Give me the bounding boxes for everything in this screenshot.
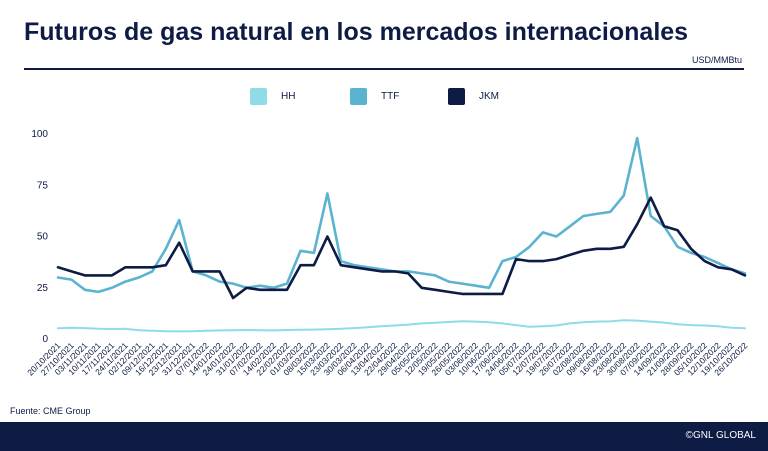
legend-item-ttf: TTF bbox=[350, 88, 399, 105]
legend-item-jkm: JKM bbox=[448, 88, 499, 105]
unit-label: USD/MMBtu bbox=[691, 55, 742, 65]
y-tick-label: 0 bbox=[42, 334, 48, 345]
legend-label-jkm: JKM bbox=[479, 91, 499, 102]
legend-label-hh: HH bbox=[281, 91, 296, 102]
title-divider bbox=[24, 68, 744, 70]
legend-swatch-jkm bbox=[448, 88, 465, 105]
footer-bar: ©GNL GLOBAL bbox=[0, 422, 768, 451]
brand-label: ©GNL GLOBAL bbox=[685, 430, 756, 441]
legend-swatch-hh bbox=[250, 88, 267, 105]
chart-title: Futuros de gas natural en los mercados i… bbox=[24, 18, 689, 46]
legend-swatch-ttf bbox=[350, 88, 367, 105]
legend-item-hh: HH bbox=[250, 88, 295, 105]
y-tick-label: 25 bbox=[37, 283, 49, 294]
chart-plot-area: 025507510020/10/202127/10/202103/11/2021… bbox=[25, 129, 749, 377]
series-line-jkm bbox=[56, 196, 747, 300]
chart-legend: HH TTF JKM bbox=[250, 88, 550, 108]
source-note: Fuente: CME Group bbox=[10, 406, 91, 416]
series-line-hh bbox=[57, 319, 746, 333]
legend-label-ttf: TTF bbox=[381, 91, 400, 102]
y-tick-label: 75 bbox=[37, 180, 49, 191]
y-tick-label: 50 bbox=[37, 232, 49, 243]
y-tick-label: 100 bbox=[31, 129, 48, 140]
